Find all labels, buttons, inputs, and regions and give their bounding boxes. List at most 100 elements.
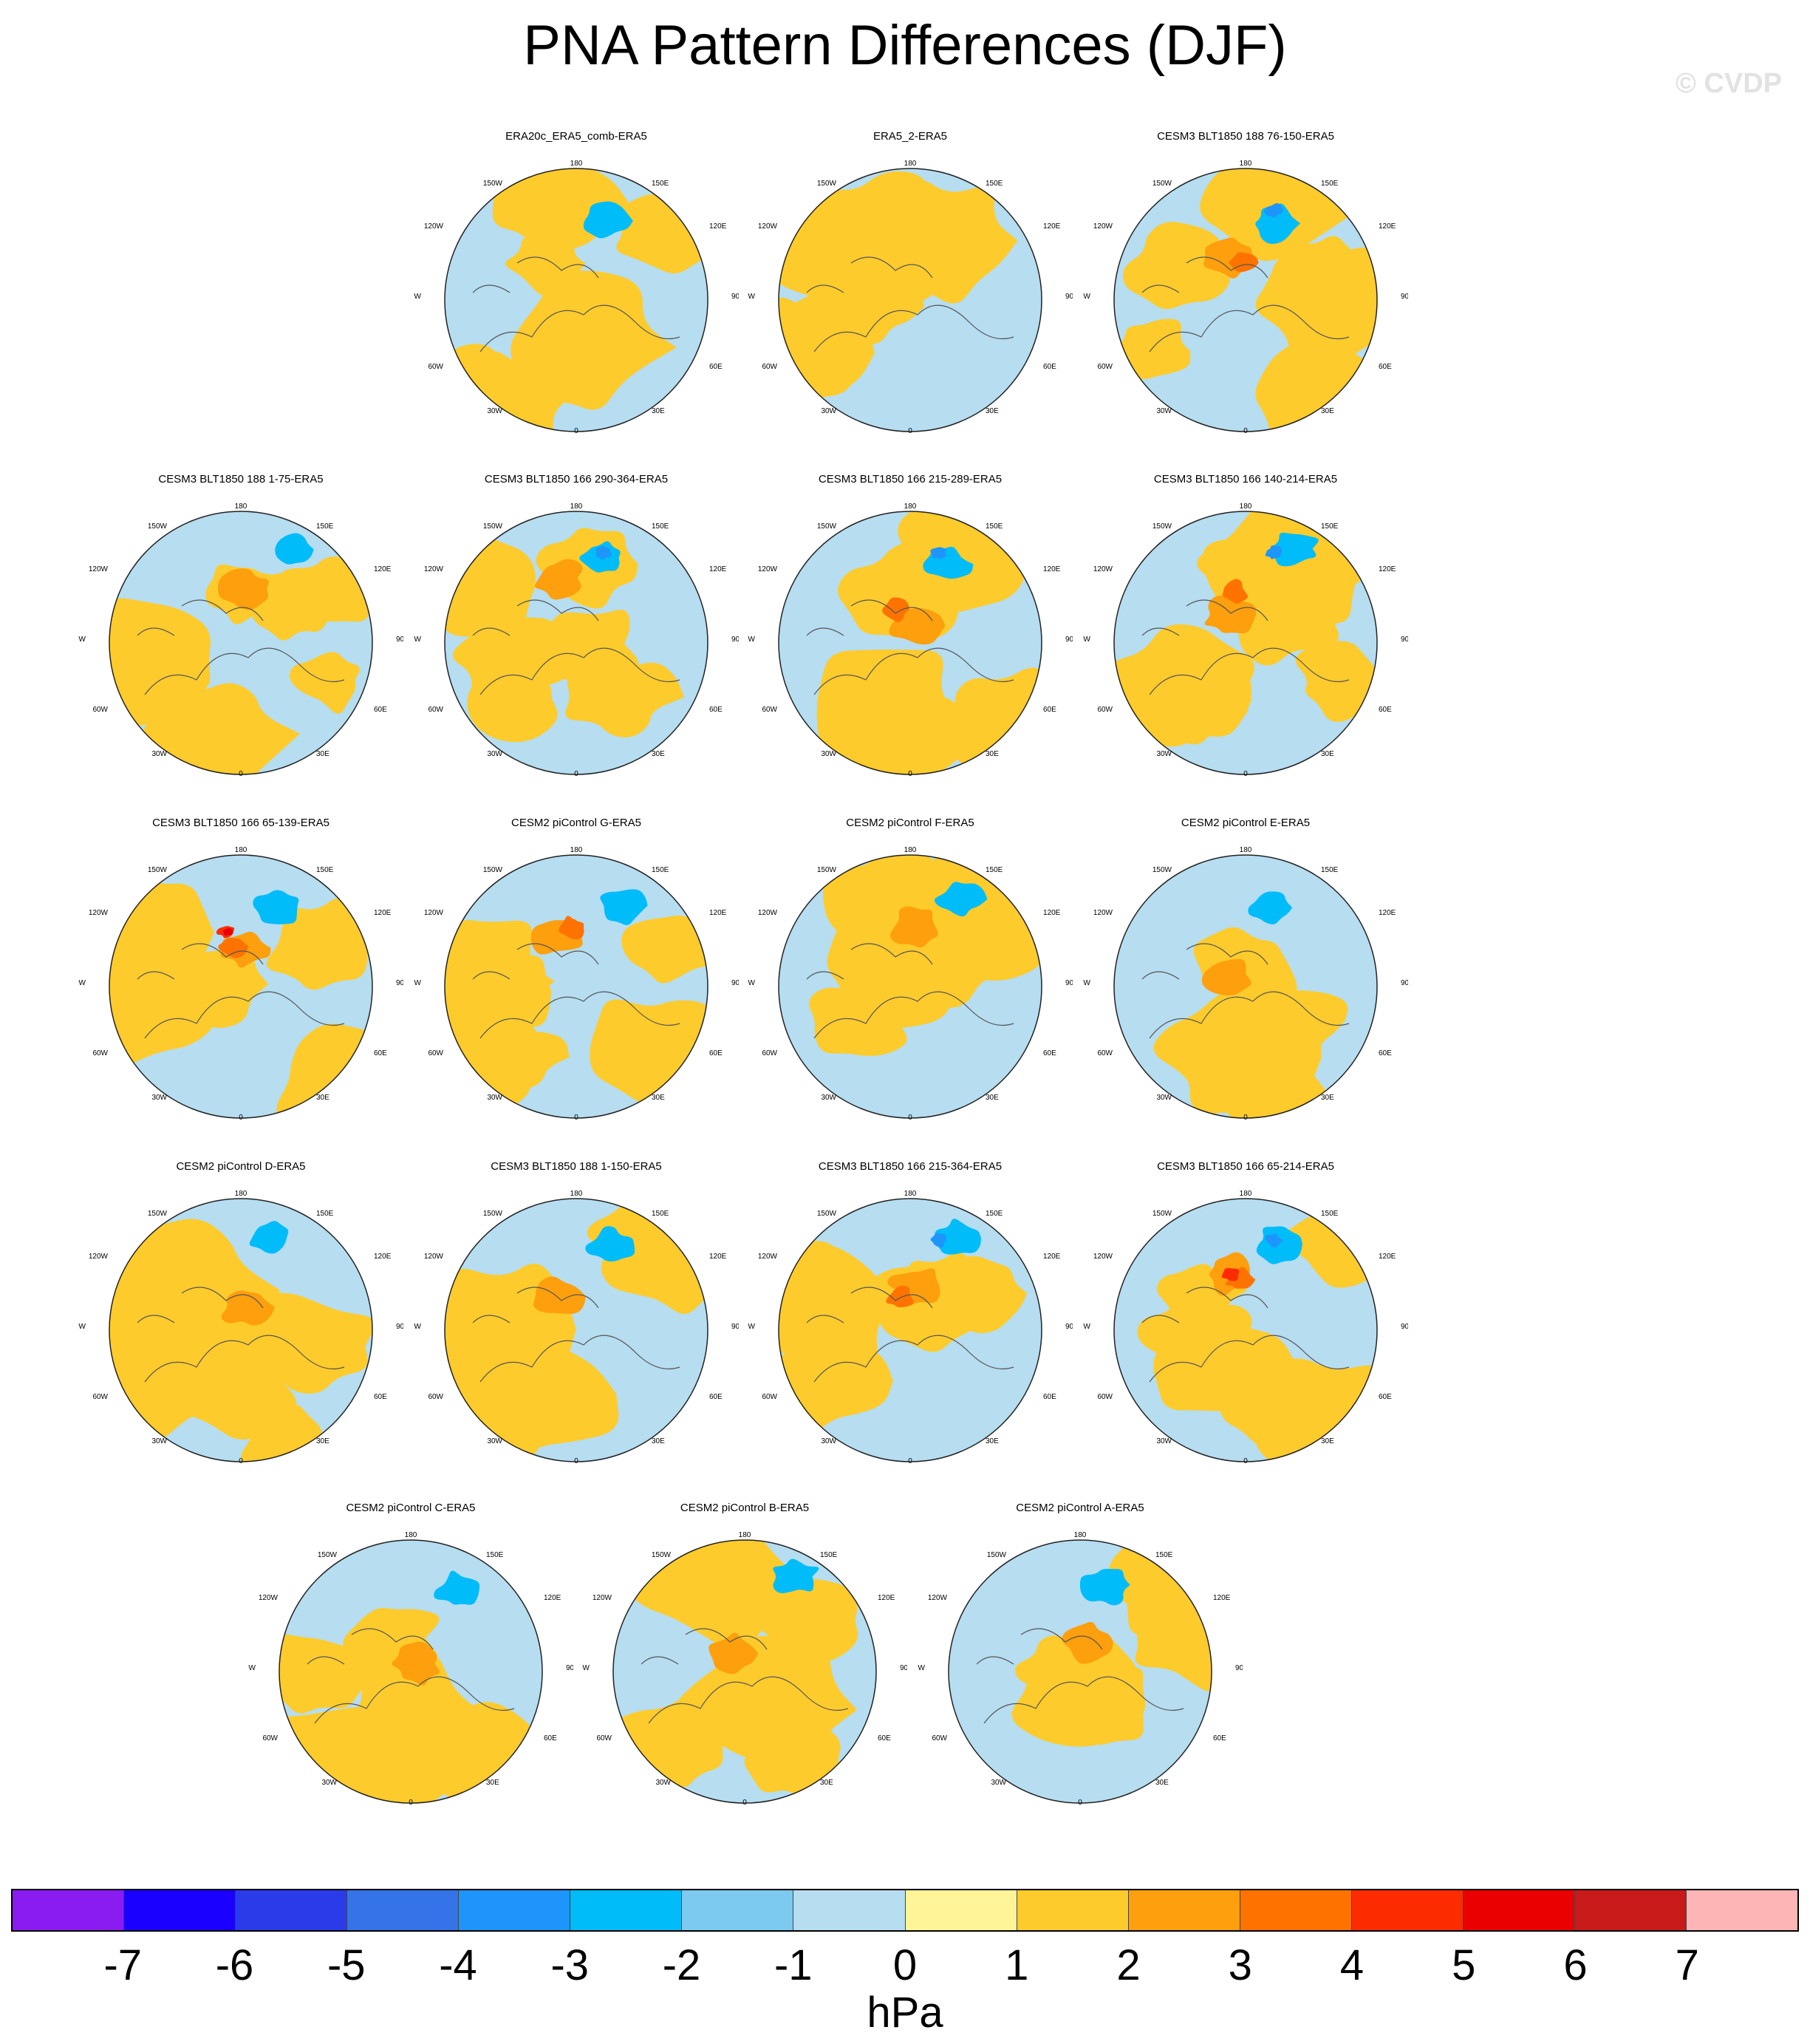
colorbar-tick-label: 7 (1675, 1941, 1699, 1989)
longitude-label: 0 (1243, 1114, 1248, 1122)
negative-anomaly-region (935, 1219, 981, 1255)
positive-anomaly-region (834, 681, 974, 774)
longitude-label: 30W (991, 1779, 1006, 1787)
longitude-label: 120W (758, 909, 778, 917)
longitude-label: 60E (1213, 1734, 1226, 1742)
longitude-label: 60E (878, 1734, 891, 1742)
negative-anomaly-region (434, 1570, 480, 1605)
panel-title: CESM3 BLT1850 166 215-289-ERA5 (818, 473, 1003, 486)
longitude-label: 30E (316, 750, 329, 758)
panel-title: CESM3 BLT1850 188 1-150-ERA5 (491, 1160, 662, 1173)
longitude-label: 120W (89, 909, 109, 917)
longitude-label: 30W (821, 407, 836, 415)
longitude-label: 90W (1083, 979, 1091, 987)
coastline (1141, 599, 1350, 695)
positive-core-region (1204, 595, 1256, 634)
longitude-label: 150W (817, 866, 837, 874)
longitude-label: 150E (986, 180, 1003, 188)
map-panel: CESM2 piControl G-ERA5 180 150W 150E 120W 120… (414, 817, 739, 1160)
longitude-label: 60E (709, 363, 723, 371)
colorbar-tick-label: -6 (215, 1941, 254, 1989)
map-border (279, 1539, 543, 1804)
longitude-label: 120E (374, 909, 392, 917)
polar-map: 180 150W 150E 120W 120E 90W 90E 60W 60E 30W 30E 0 (748, 160, 1073, 435)
colorbar-segment (236, 1890, 348, 1930)
positive-anomaly-region (757, 1578, 858, 1664)
longitude-label: 60W (92, 1393, 108, 1401)
panel-title: CESM3 BLT1850 188 1-75-ERA5 (158, 473, 324, 486)
longitude-label: 180 (1240, 846, 1252, 854)
positive-anomaly-region (565, 660, 685, 737)
longitude-label: 150E (1155, 1551, 1173, 1559)
longitude-label: 180 (570, 1190, 583, 1198)
positive-core-region (1221, 1267, 1240, 1281)
longitude-label: 30E (652, 1094, 665, 1102)
polar-map: 180 150W 150E 120W 120E 90W 90E 60W 60E 30W 30E 0 (748, 503, 1073, 778)
positive-core-region (886, 1285, 914, 1308)
longitude-label: 0 (1078, 1799, 1082, 1807)
longitude-label: 90W (1083, 636, 1091, 644)
longitude-label: 30E (1155, 1779, 1169, 1787)
longitude-label: 30E (316, 1437, 329, 1445)
polar-map: 180 150W 150E 120W 120E 90W 90E 60W 60E 30W 30E 0 (1083, 1190, 1408, 1465)
longitude-label: 150E (316, 522, 334, 531)
positive-core-region (534, 559, 583, 600)
panel-title: CESM3 BLT1850 166 290-364-ERA5 (484, 473, 669, 486)
longitude-label: 90E (1065, 636, 1073, 644)
polar-map: 180 150W 150E 120W 120E 90W 90E 60W 60E 30W 30E 0 (78, 846, 403, 1122)
coastline (137, 943, 345, 1039)
positive-anomaly-region (1271, 236, 1367, 324)
positive-anomaly-region (601, 1208, 708, 1314)
longitude-label: 60E (709, 1393, 723, 1401)
longitude-label: 90W (748, 1323, 756, 1331)
longitude-label: 150W (483, 522, 503, 531)
negative-anomaly-region (600, 889, 648, 925)
longitude-label: 90W (582, 1664, 590, 1672)
map-panel: CESM3 BLT1850 166 140-214-ERA5 180 150W 150… (1083, 473, 1408, 817)
map-border (778, 1198, 1042, 1462)
longitude-label: 90E (566, 1664, 573, 1672)
longitude-label: 120W (1093, 222, 1113, 231)
colorbar-segment (1017, 1890, 1129, 1930)
colorbar-segment (905, 1890, 1017, 1930)
coastline (472, 943, 680, 1039)
colorbar-segment (1463, 1890, 1575, 1930)
negative-core-region (1265, 545, 1282, 559)
map-border (1113, 1198, 1378, 1462)
longitude-label: 120E (1379, 1253, 1396, 1261)
longitude-label: 150W (318, 1551, 338, 1559)
longitude-label: 60W (1097, 1393, 1113, 1401)
longitude-label: 150E (652, 180, 669, 188)
longitude-label: 120E (1213, 1594, 1231, 1602)
longitude-label: 90E (396, 979, 403, 987)
coastline (307, 1628, 515, 1724)
colorbar-tick-label: -7 (103, 1941, 143, 1989)
longitude-label: 180 (1074, 1531, 1087, 1539)
longitude-label: 0 (908, 1114, 912, 1122)
longitude-label: 90E (731, 636, 739, 644)
colorbar-tick-label: 6 (1563, 1941, 1588, 1989)
longitude-label: 60E (1379, 706, 1392, 714)
longitude-label: 120W (758, 565, 778, 573)
longitude-label: 120W (89, 565, 109, 573)
negative-anomaly-region (1079, 1568, 1130, 1606)
colorbar-tick-label: -5 (327, 1941, 366, 1989)
longitude-label: 150W (817, 522, 837, 531)
longitude-label: 180 (904, 160, 917, 168)
map-panel: CESM3 BLT1850 166 215-289-ERA5 180 150W 150… (748, 473, 1073, 817)
longitude-label: 150E (486, 1551, 504, 1559)
longitude-label: 30E (820, 1779, 833, 1787)
longitude-label: 0 (1243, 427, 1248, 435)
colorbar-segment (570, 1890, 683, 1930)
longitude-label: 30W (151, 1437, 167, 1445)
map-panel: CESM3 BLT1850 166 215-364-ERA5 180 150W 150… (748, 1160, 1073, 1504)
panel-title: CESM3 BLT1850 166 140-214-ERA5 (1153, 473, 1338, 486)
polar-map: 180 150W 150E 120W 120E 90W 90E 60W 60E 30W 30E 0 (78, 1190, 403, 1465)
polar-map: 180 150W 150E 120W 120E 90W 90E 60W 60E 30W 30E 0 (414, 503, 739, 778)
longitude-label: 90W (748, 636, 756, 644)
negative-anomaly-region (934, 882, 988, 917)
longitude-label: 60W (428, 706, 443, 714)
map-border (1113, 511, 1378, 775)
longitude-label: 30E (986, 1094, 999, 1102)
longitude-label: 150E (652, 522, 669, 531)
